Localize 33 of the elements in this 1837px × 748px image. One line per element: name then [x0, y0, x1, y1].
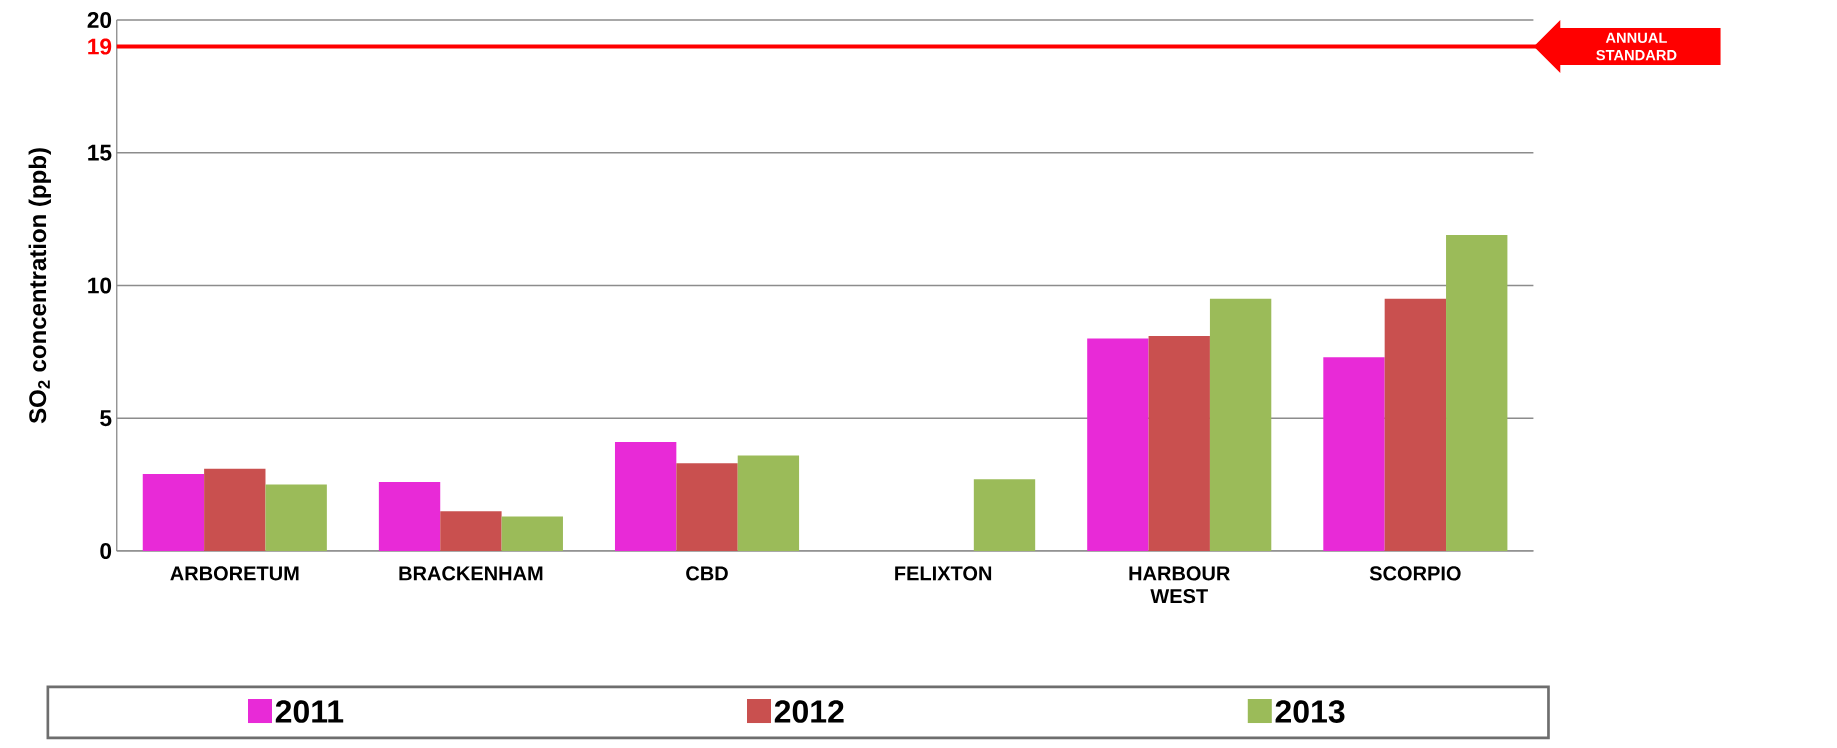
bar — [440, 510, 502, 551]
bar — [614, 441, 677, 551]
legend-label: 2012 — [774, 700, 844, 723]
bar — [737, 455, 800, 551]
bar — [1384, 298, 1447, 551]
bar — [501, 516, 563, 551]
y-tick-label: 0 — [100, 542, 112, 559]
bar — [1209, 298, 1272, 551]
legend-label: 2013 — [1275, 700, 1345, 723]
legend-label: 2011 — [275, 700, 344, 723]
bar — [973, 479, 1036, 551]
x-tick-label: FELIXTON — [895, 566, 992, 581]
bar — [676, 463, 738, 551]
bar — [1148, 335, 1210, 551]
bar — [204, 468, 266, 551]
bar — [142, 473, 205, 551]
bar — [1087, 338, 1149, 551]
y-tick-label: 20 — [87, 11, 112, 28]
x-tick-label: SCORPIO — [1369, 566, 1461, 581]
y-tick-label: 19 — [88, 38, 112, 55]
bar — [378, 481, 441, 551]
y-tick-label: 5 — [100, 410, 112, 426]
bar — [1323, 356, 1385, 551]
bar — [1446, 234, 1508, 551]
y-tick-label: 15 — [88, 144, 112, 161]
ref-line-label: ANNUAL STANDARD — [1596, 32, 1677, 61]
x-tick-label: BRACKENHAM — [399, 566, 543, 581]
y-axis-title: SO$_{2}$ concentration (ppb) — [28, 148, 51, 424]
y-tick-label: 10 — [88, 277, 112, 294]
bar — [265, 484, 327, 551]
x-tick-label: ARBORETUM — [170, 566, 299, 581]
x-tick-label: HARBOUR WEST — [1129, 566, 1230, 603]
x-tick-label: CBD — [686, 566, 728, 581]
